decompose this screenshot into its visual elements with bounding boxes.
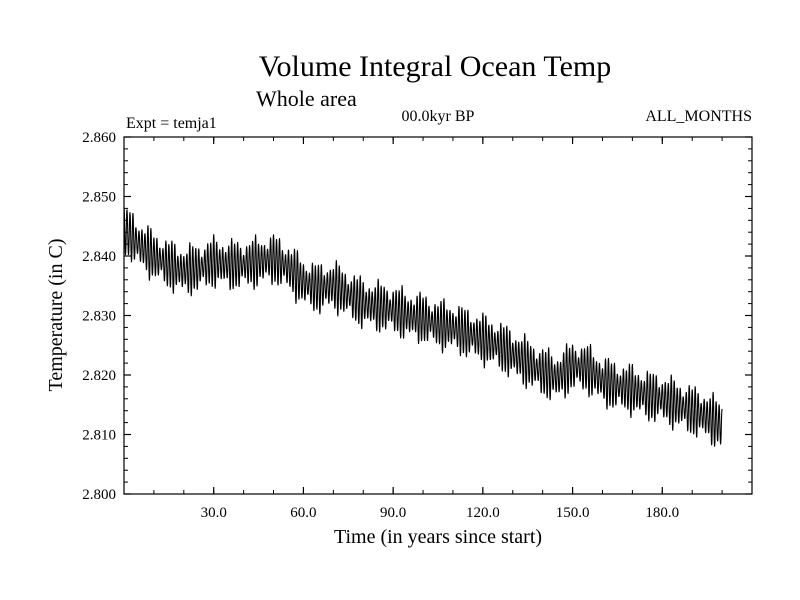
y-axis-label: Temperature (in C) bbox=[45, 239, 67, 392]
y-tick-label: 2.840 bbox=[82, 249, 116, 265]
y-tick-label: 2.860 bbox=[82, 130, 116, 146]
x-tick-label: 60.0 bbox=[290, 505, 316, 521]
y-tick-label: 2.850 bbox=[82, 190, 116, 206]
chart-title: Volume Integral Ocean Temp bbox=[259, 50, 612, 83]
plot-marks bbox=[123, 206, 723, 447]
x-tick-label: 150.0 bbox=[556, 505, 590, 521]
y-tick-label: 2.800 bbox=[82, 487, 116, 503]
x-axis-label: Time (in years since start) bbox=[334, 526, 542, 548]
experiment-label: Expt = temja1 bbox=[126, 115, 217, 132]
y-tick-label: 2.810 bbox=[82, 428, 116, 444]
x-tick-label: 180.0 bbox=[645, 505, 679, 521]
y-tick-label: 2.830 bbox=[82, 309, 116, 325]
months-label: ALL_MONTHS bbox=[645, 108, 752, 125]
y-tick-label: 2.820 bbox=[82, 368, 116, 384]
period-label: 00.0kyr BP bbox=[402, 108, 475, 125]
x-tick-label: 30.0 bbox=[201, 505, 227, 521]
axes: 2.800 2.810 2.820 2.830 2.840 2.850 2.860 30.0 6… bbox=[82, 130, 753, 521]
series-line-temja1 bbox=[123, 206, 723, 447]
chart-subtitle: Whole area bbox=[256, 86, 357, 111]
x-tick-label: 90.0 bbox=[380, 505, 406, 521]
x-tick-label: 120.0 bbox=[466, 505, 500, 521]
